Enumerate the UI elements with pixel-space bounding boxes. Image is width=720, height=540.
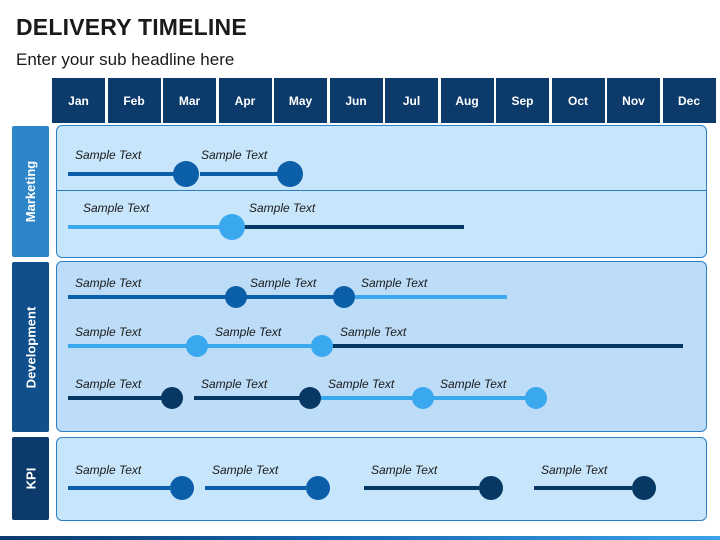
timeline-bar — [433, 396, 526, 400]
milestone-label: Sample Text — [75, 276, 142, 290]
milestone-marker — [225, 286, 247, 308]
timeline-bar — [68, 225, 222, 229]
month-aug: Aug — [440, 78, 494, 123]
milestone-marker — [173, 161, 199, 187]
timeline-bar — [68, 396, 162, 400]
month-sep: Sep — [496, 78, 549, 123]
milestone-label: Sample Text — [75, 377, 142, 391]
timeline-bar — [194, 396, 300, 400]
timeline-bar — [68, 295, 226, 299]
milestone-marker — [299, 387, 321, 409]
row-divider — [57, 190, 706, 191]
milestone-marker — [525, 387, 547, 409]
milestone-marker — [277, 161, 303, 187]
month-jan: Jan — [52, 78, 105, 123]
milestone-label: Sample Text — [361, 276, 428, 290]
milestone-label: Sample Text — [215, 325, 282, 339]
timeline-bar — [200, 172, 282, 176]
page-title: DELIVERY TIMELINE — [16, 14, 247, 40]
milestone-label: Sample Text — [440, 377, 507, 391]
month-feb: Feb — [107, 78, 161, 123]
milestone-label: Sample Text — [249, 201, 316, 215]
timeline-bar — [68, 344, 187, 348]
timeline-bar — [68, 486, 170, 490]
milestone-label: Sample Text — [83, 201, 150, 215]
timeline-bar — [364, 486, 479, 490]
page-subtitle: Enter your sub headline here — [16, 50, 235, 69]
section-label-kpi: KPI — [12, 437, 49, 520]
milestone-marker — [479, 476, 503, 500]
month-jun: Jun — [329, 78, 383, 123]
milestone-label: Sample Text — [328, 377, 395, 391]
kpi-panel — [56, 437, 707, 521]
month-jul: Jul — [385, 78, 438, 123]
milestone-label: Sample Text — [371, 463, 438, 477]
milestone-label: Sample Text — [75, 463, 142, 477]
milestone-marker — [170, 476, 194, 500]
section-label-development: Development — [12, 262, 49, 432]
milestone-label: Sample Text — [212, 463, 279, 477]
month-oct: Oct — [551, 78, 605, 123]
milestone-label: Sample Text — [75, 325, 142, 339]
milestone-marker — [186, 335, 208, 357]
milestone-marker — [219, 214, 245, 240]
milestone-marker — [311, 335, 333, 357]
milestone-label: Sample Text — [541, 463, 608, 477]
timeline-bar — [320, 396, 413, 400]
month-dec: Dec — [662, 78, 716, 123]
section-label-marketing: Marketing — [12, 126, 49, 257]
milestone-label: Sample Text — [340, 325, 407, 339]
timeline-bar — [244, 225, 464, 229]
marketing-panel — [56, 125, 707, 258]
footer-bar — [0, 536, 720, 540]
timeline-bar — [207, 344, 312, 348]
milestone-label: Sample Text — [201, 377, 268, 391]
milestone-marker — [333, 286, 355, 308]
month-apr: Apr — [218, 78, 272, 123]
timeline-bar — [68, 172, 176, 176]
month-mar: Mar — [163, 78, 216, 123]
milestone-marker — [632, 476, 656, 500]
milestone-marker — [161, 387, 183, 409]
timeline-bar — [332, 344, 683, 348]
month-header: Jan Feb Mar Apr May Jun Jul Aug Sep Oct Nov Dec — [52, 78, 716, 123]
milestone-label: Sample Text — [75, 148, 142, 162]
milestone-marker — [412, 387, 434, 409]
timeline-bar — [534, 486, 632, 490]
month-may: May — [274, 78, 327, 123]
milestone-label: Sample Text — [201, 148, 268, 162]
timeline-bar — [246, 295, 334, 299]
milestone-label: Sample Text — [250, 276, 317, 290]
milestone-marker — [306, 476, 330, 500]
timeline-bar — [205, 486, 306, 490]
month-nov: Nov — [607, 78, 660, 123]
timeline-bar — [354, 295, 507, 299]
